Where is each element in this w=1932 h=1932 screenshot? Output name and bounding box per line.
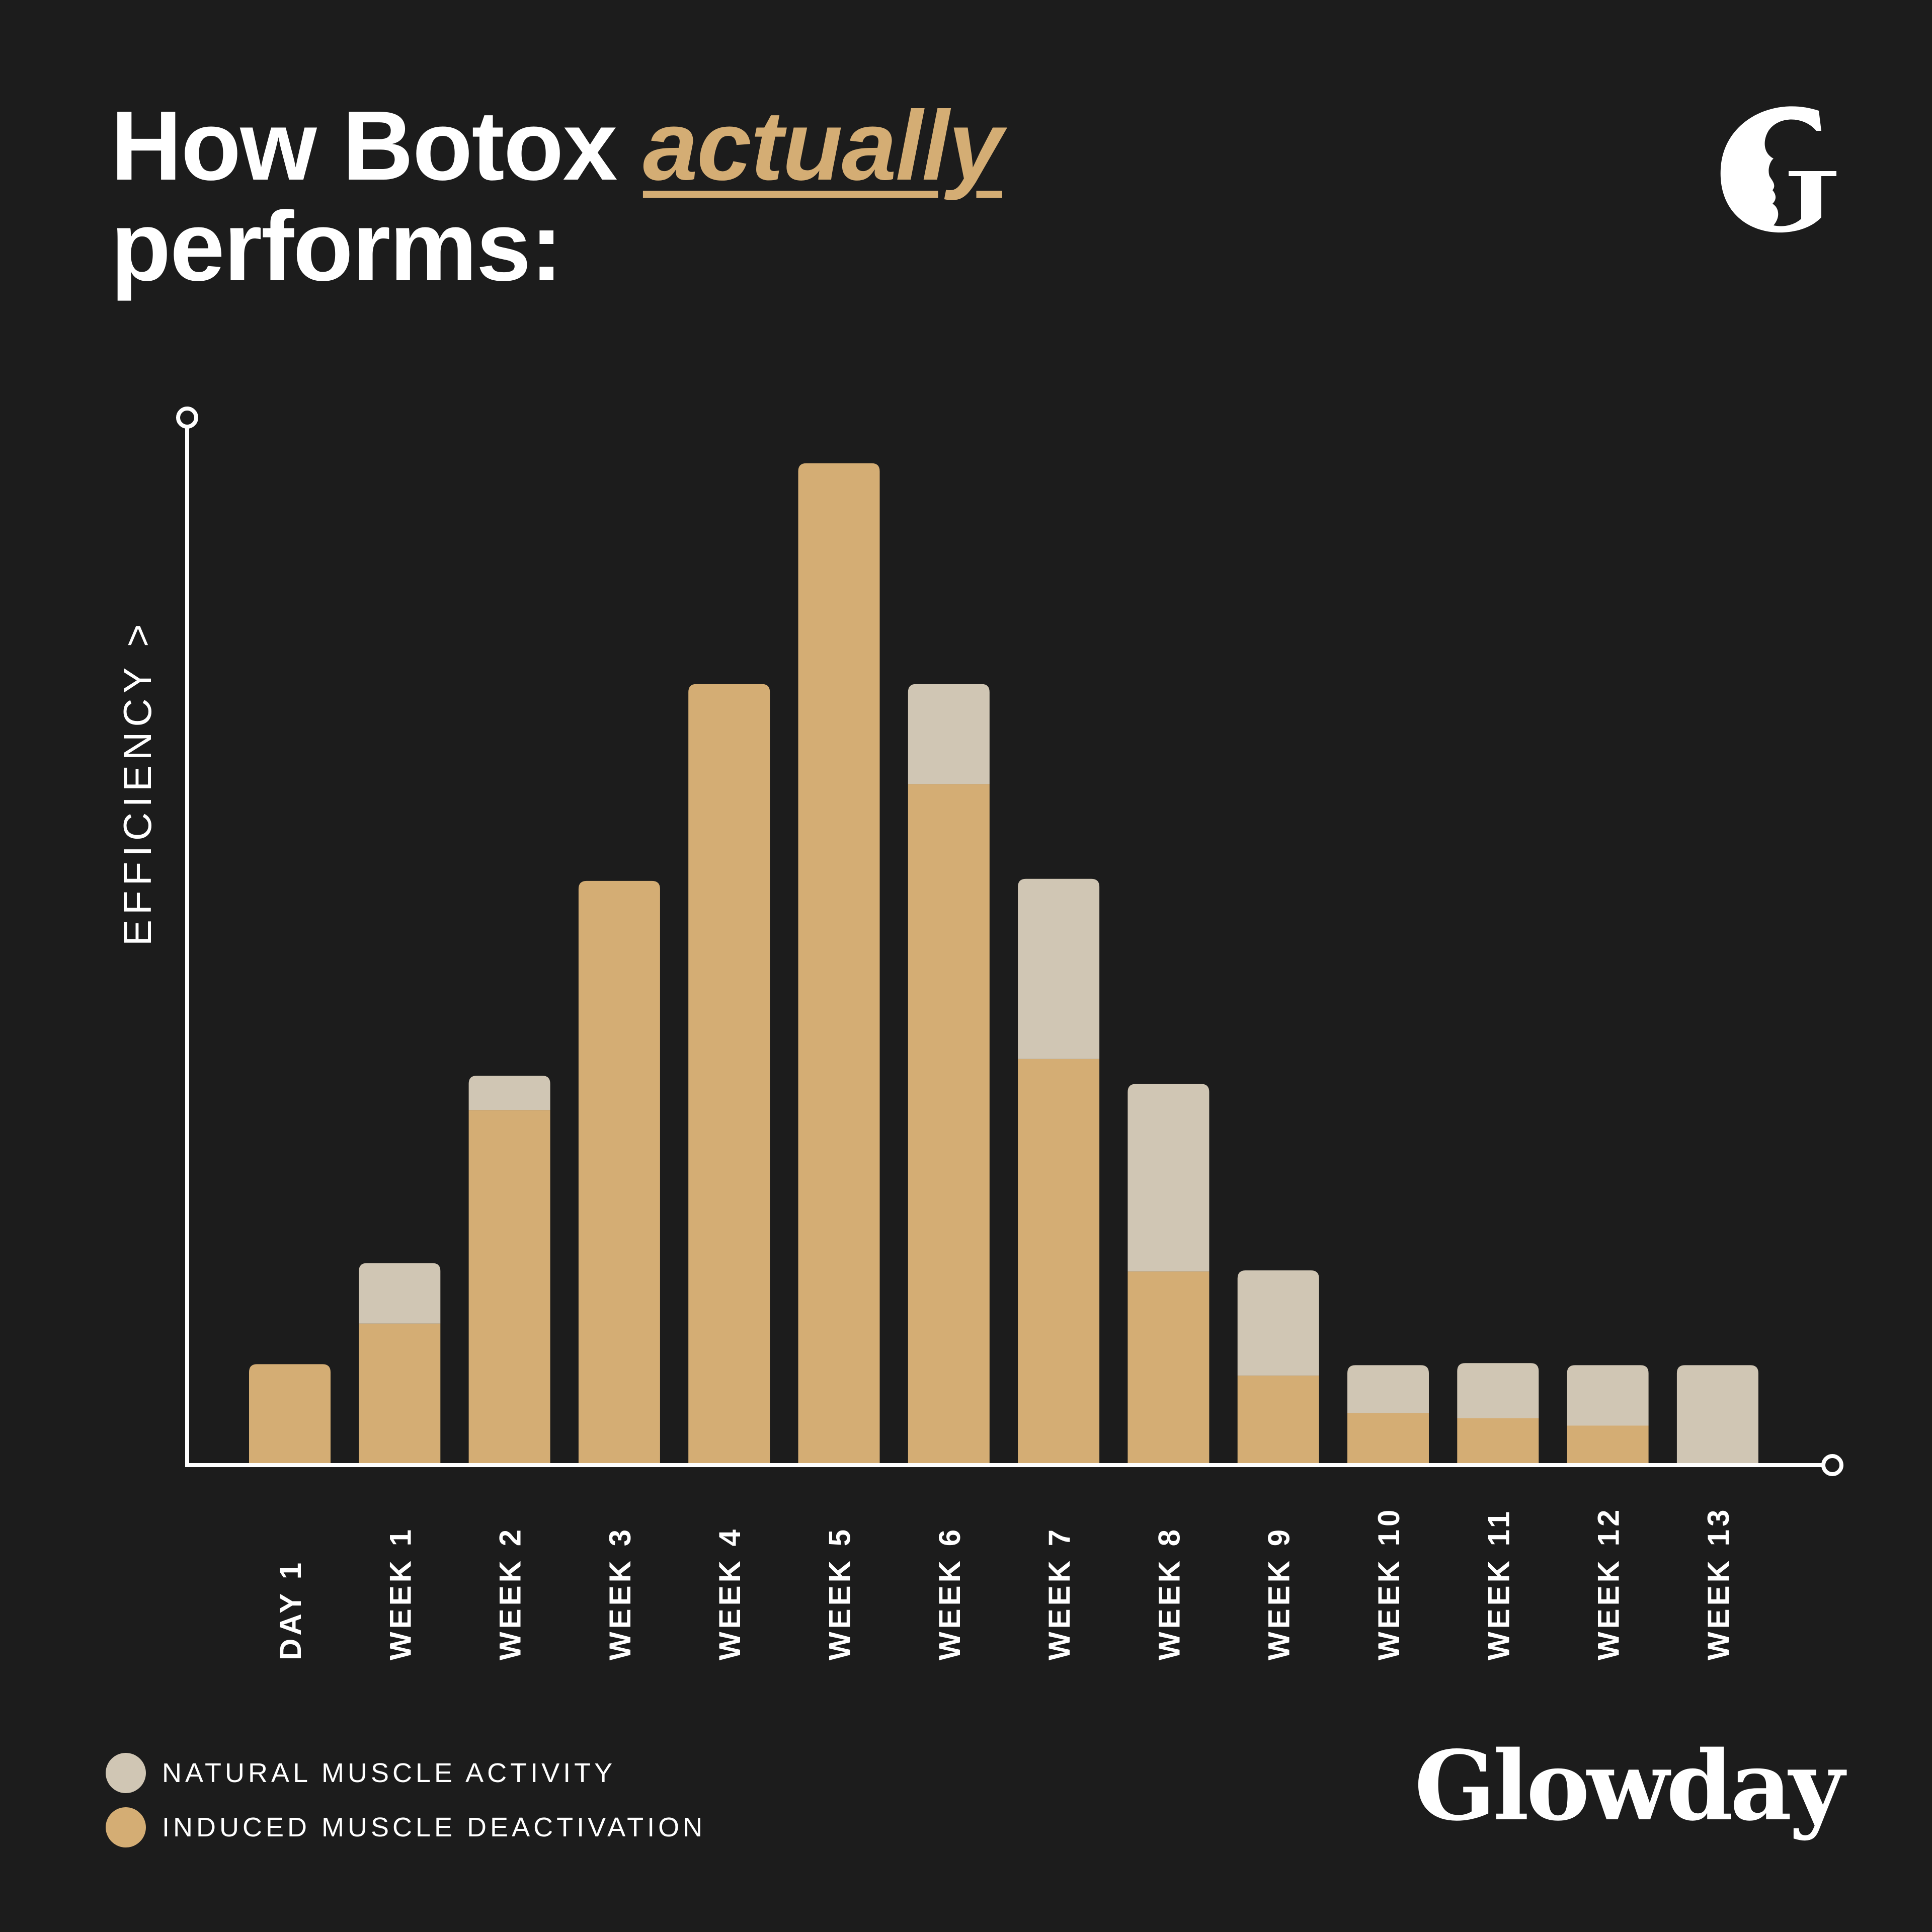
x-axis-end-marker [1821, 1454, 1843, 1476]
bar-natural-week-1 [359, 1263, 441, 1324]
legend-item-natural: NATURAL MUSCLE ACTIVITY [106, 1746, 706, 1800]
bar-natural-week-8 [1128, 1084, 1210, 1272]
x-tick-label-day-1: DAY 1 [274, 1560, 307, 1660]
x-tick-labels: DAY 1 WEEK 1 WEEK 2 WEEK 3 WEEK 4 WEEK 5 WEEK … [274, 1507, 1735, 1660]
bar-natural-week-10 [1347, 1365, 1429, 1413]
bar-induced-week-9 [1237, 1376, 1319, 1463]
bar-chart: EFFICIENCY > DAY 1 WEEK 1 WEEK 2 WEEK 3 WEEK… [115, 407, 1843, 1660]
glowday-g-logo-icon [1720, 106, 1836, 233]
x-tick-label-week-4: WEEK 4 [713, 1526, 747, 1660]
bar-induced-week-3 [578, 880, 660, 1463]
x-tick-label-week-1: WEEK 1 [383, 1526, 417, 1660]
x-tick-label-week-7: WEEK 7 [1042, 1526, 1076, 1660]
y-axis-end-marker [176, 407, 198, 429]
bar-natural-week-9 [1237, 1270, 1319, 1376]
bar-natural-week-2 [468, 1075, 550, 1110]
bar-induced-week-12 [1567, 1425, 1649, 1463]
x-tick-label-week-11: WEEK 11 [1482, 1508, 1515, 1660]
bar-induced-week-2 [468, 1110, 550, 1463]
x-tick-label-week-12: WEEK 12 [1592, 1507, 1626, 1660]
x-tick-label-week-3: WEEK 3 [603, 1526, 637, 1660]
bar-induced-week-1 [359, 1323, 441, 1463]
glowday-wordmark: Glowday [1414, 1730, 1844, 1842]
legend-item-induced: INDUCED MUSCLE DEACTIVATION [106, 1800, 706, 1855]
bar-natural-week-7 [1018, 878, 1100, 1059]
bar-induced-day-1 [249, 1364, 331, 1463]
axes-group [176, 407, 1843, 1476]
title-text-end: performs: [111, 191, 563, 301]
x-tick-label-week-8: WEEK 8 [1152, 1526, 1186, 1660]
bar-induced-week-10 [1347, 1413, 1429, 1463]
legend-label-induced: INDUCED MUSCLE DEACTIVATION [162, 1812, 706, 1842]
bar-natural-week-6 [908, 684, 990, 784]
bar-natural-week-12 [1567, 1365, 1649, 1426]
title-text-start: How Botox [111, 91, 643, 201]
x-tick-label-week-6: WEEK 6 [933, 1526, 967, 1660]
y-axis-label: EFFICIENCY > [115, 619, 159, 946]
bar-natural-week-13 [1676, 1365, 1758, 1463]
title-accent-word: actually [642, 91, 1003, 201]
bar-induced-week-4 [688, 684, 770, 1463]
bar-induced-week-8 [1128, 1271, 1210, 1463]
bar-induced-week-6 [908, 784, 990, 1463]
x-tick-label-week-9: WEEK 9 [1262, 1526, 1296, 1660]
legend-label-natural: NATURAL MUSCLE ACTIVITY [162, 1758, 616, 1788]
bar-natural-week-11 [1457, 1363, 1539, 1418]
x-tick-label-week-2: WEEK 2 [494, 1526, 527, 1660]
legend-swatch-induced [106, 1807, 146, 1847]
page-title: How Botox actually performs: [111, 96, 1003, 297]
x-tick-label-week-5: WEEK 5 [823, 1526, 857, 1660]
x-tick-label-week-13: WEEK 13 [1702, 1507, 1735, 1660]
legend: NATURAL MUSCLE ACTIVITY INDUCED MUSCLE D… [106, 1746, 706, 1855]
bar-induced-week-7 [1018, 1059, 1100, 1463]
legend-swatch-natural [106, 1753, 146, 1793]
bars-group [249, 463, 1758, 1463]
bar-induced-week-5 [798, 463, 880, 1463]
x-tick-label-week-10: WEEK 10 [1372, 1507, 1406, 1660]
bar-induced-week-11 [1457, 1418, 1539, 1463]
